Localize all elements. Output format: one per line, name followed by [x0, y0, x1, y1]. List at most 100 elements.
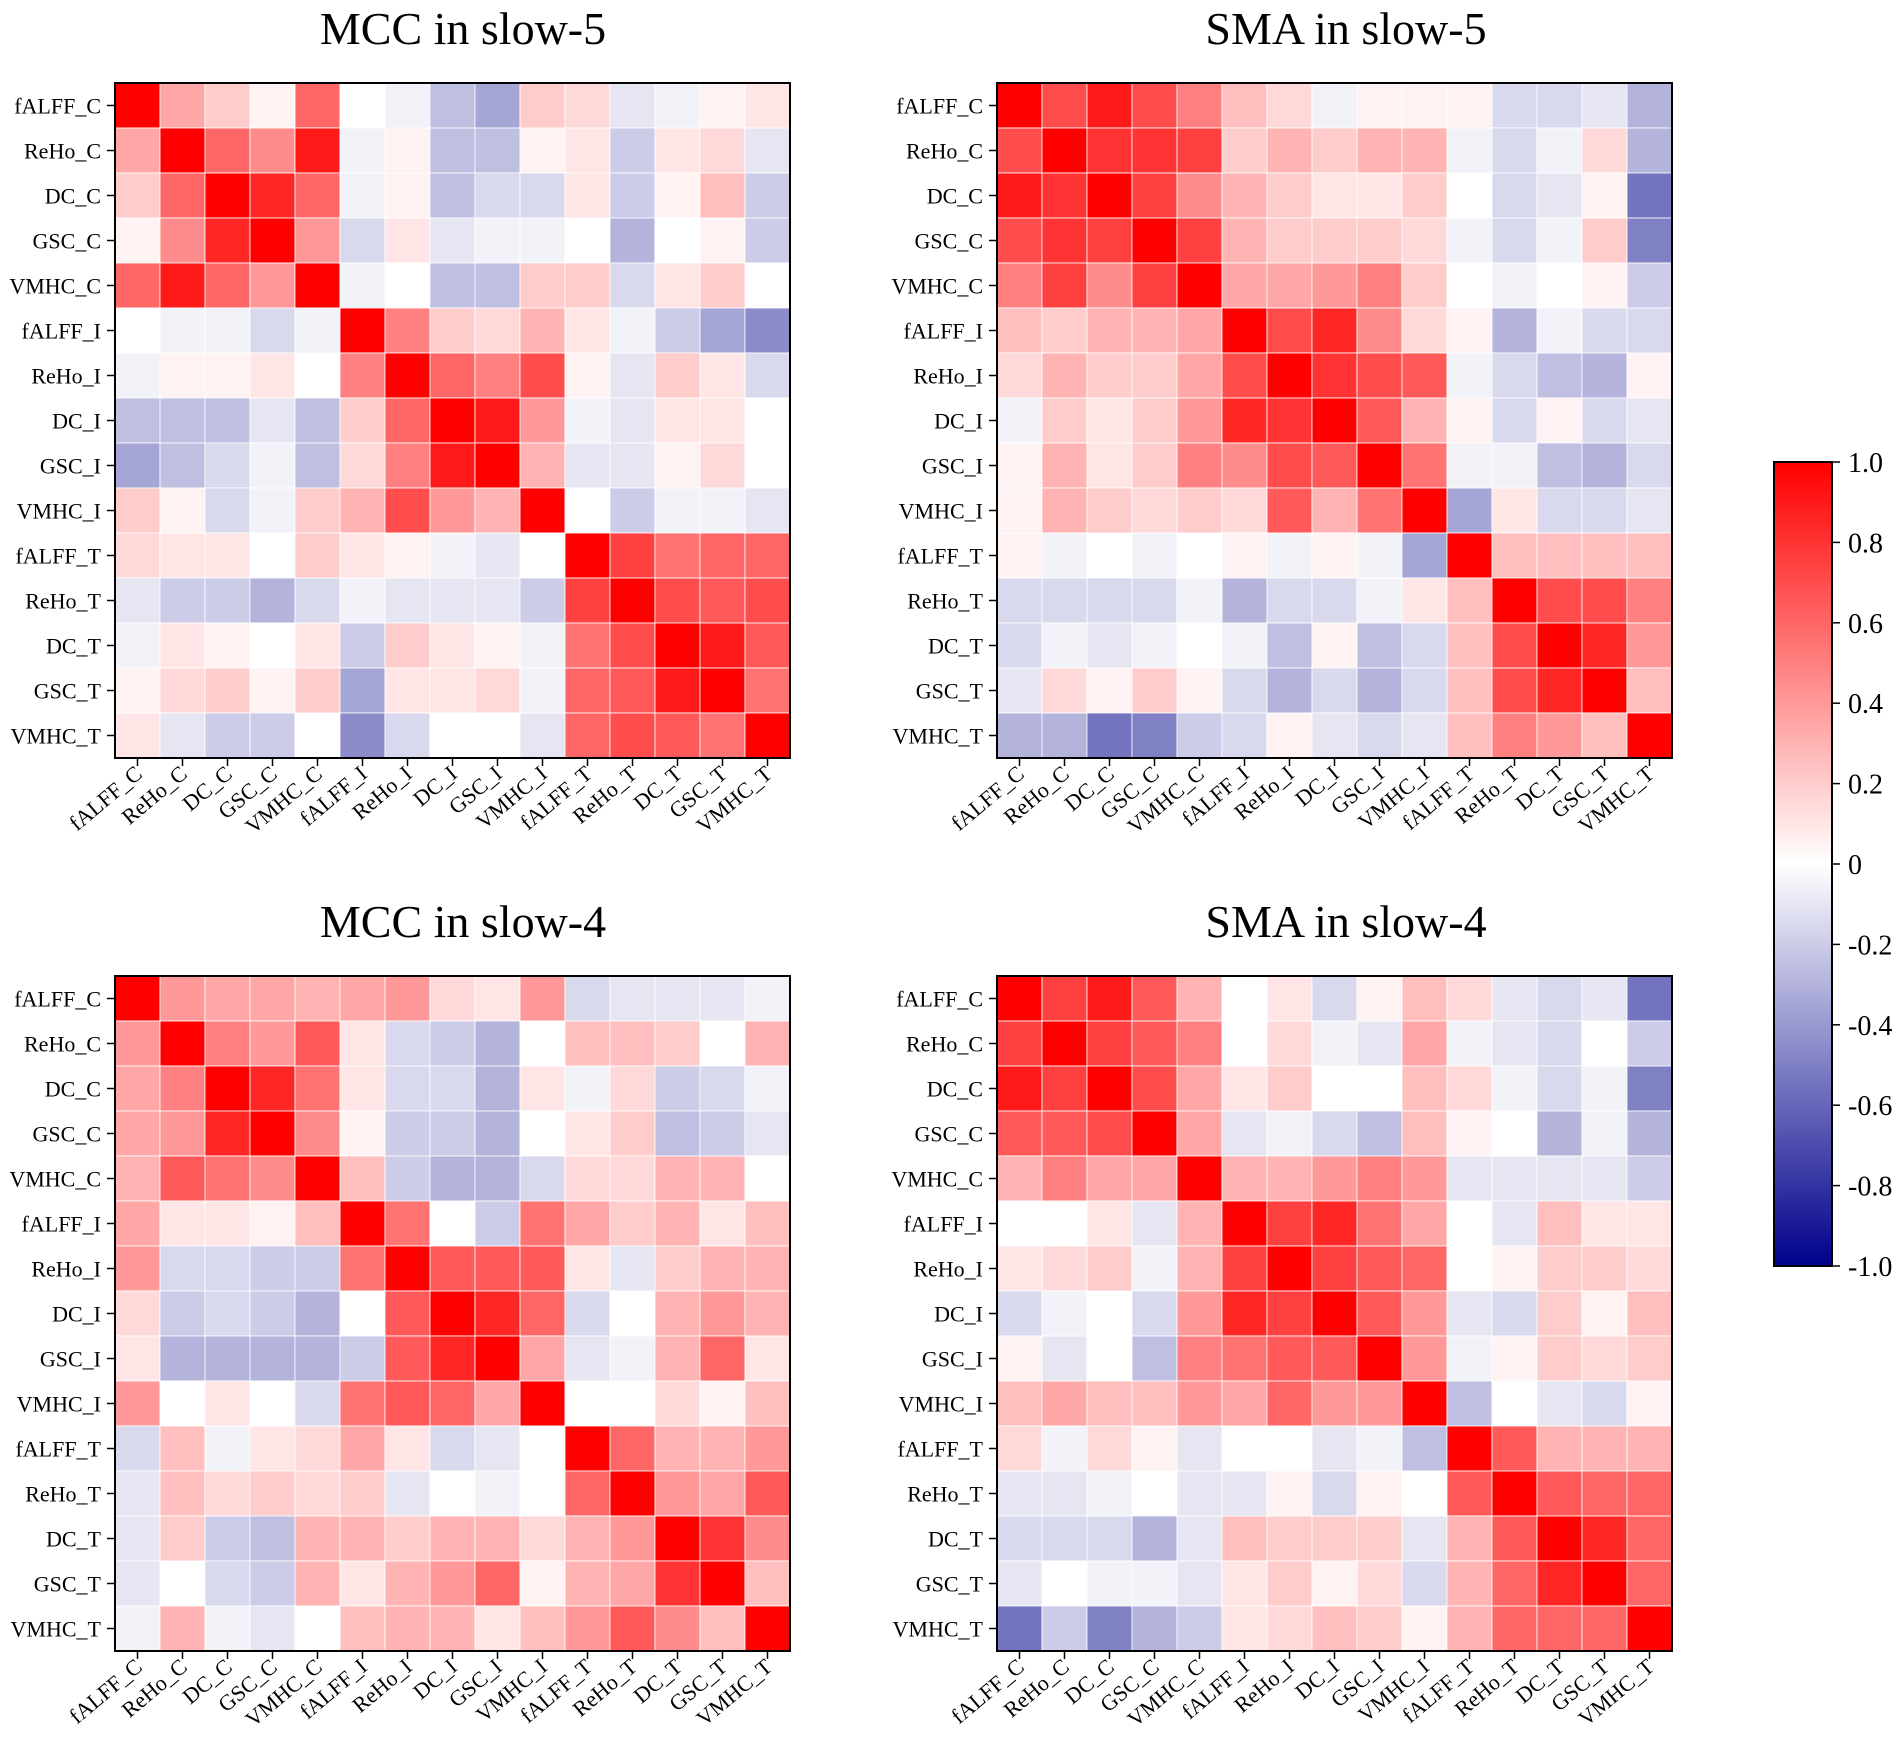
heatmap-cell [1401, 1605, 1448, 1652]
heatmap-cell [1131, 1290, 1178, 1337]
heatmap-cell [699, 1380, 746, 1427]
heatmap-cell [1086, 1200, 1133, 1247]
heatmap-cell [1041, 1200, 1088, 1247]
y-tick-label: DC_C [45, 1077, 101, 1102]
heatmap-cell [249, 172, 296, 219]
heatmap-cell [744, 622, 791, 669]
heatmap-cell [1311, 532, 1358, 579]
heatmap-cell [654, 1200, 701, 1247]
heatmap-cell [294, 1245, 341, 1292]
heatmap-cell [744, 1020, 791, 1067]
heatmap-cell [474, 82, 521, 129]
heatmap-cell [1311, 1065, 1358, 1112]
heatmap-cell [429, 1020, 476, 1067]
heatmap-cell [1041, 127, 1088, 174]
heatmap-cell [384, 1110, 431, 1157]
heatmap-cell [474, 1290, 521, 1337]
heatmap-cell [1131, 217, 1178, 264]
heatmap-cell [1266, 1200, 1313, 1247]
heatmap-cell [1581, 1200, 1628, 1247]
heatmap-cell [159, 1020, 206, 1067]
heatmap-cell [744, 1290, 791, 1337]
heatmap-cell [1401, 1380, 1448, 1427]
heatmap-cell [474, 1605, 521, 1652]
heatmap-cell [114, 1020, 161, 1067]
heatmap-cell [996, 1470, 1043, 1517]
heatmap-cell [1401, 1290, 1448, 1337]
heatmap-cell [1446, 1470, 1493, 1517]
heatmap-cell [294, 397, 341, 444]
heatmap-cell [1131, 1515, 1178, 1562]
y-tick-label: ReHo_I [31, 364, 101, 389]
y-tick-label: ReHo_C [906, 1032, 983, 1057]
heatmap-cell [1581, 1155, 1628, 1202]
heatmap-cell [1446, 1245, 1493, 1292]
heatmap-cell [519, 1065, 566, 1112]
colorbar-tick-label: 0.4 [1848, 689, 1883, 720]
heatmap-cell [996, 352, 1043, 399]
heatmap-cell [564, 667, 611, 714]
heatmap-cell [1491, 172, 1538, 219]
heatmap-cell [1446, 1020, 1493, 1067]
heatmap-cell [249, 1425, 296, 1472]
heatmap-cell [1041, 1155, 1088, 1202]
heatmap-cell [1536, 1290, 1583, 1337]
heatmap-cell [384, 1560, 431, 1607]
heatmap-cell [159, 1425, 206, 1472]
heatmap-cell [1491, 307, 1538, 354]
heatmap-cell [1176, 1560, 1223, 1607]
heatmap-cell [1176, 1335, 1223, 1382]
heatmap-cell [1401, 1335, 1448, 1382]
heatmap-cell [564, 1515, 611, 1562]
y-tick-label: fALFF_C [14, 987, 101, 1012]
heatmap-cell [1131, 1380, 1178, 1427]
heatmap-cell [1536, 487, 1583, 534]
heatmap-cell [114, 975, 161, 1022]
heatmap-cell [159, 1065, 206, 1112]
heatmap-cell [1356, 975, 1403, 1022]
heatmap-cell [114, 1470, 161, 1517]
heatmap-cell [1266, 442, 1313, 489]
heatmap-cell [1401, 352, 1448, 399]
heatmap-cell [294, 622, 341, 669]
heatmap-cell [1581, 532, 1628, 579]
heatmap-cell [159, 622, 206, 669]
heatmap-cell [1131, 487, 1178, 534]
heatmap-cell [744, 1065, 791, 1112]
heatmap-cell [519, 1155, 566, 1202]
heatmap-cell [654, 1110, 701, 1157]
heatmap-cell [1581, 352, 1628, 399]
heatmap-cell [1266, 1425, 1313, 1472]
heatmap-cell [1536, 1065, 1583, 1112]
heatmap-cell [654, 1380, 701, 1427]
heatmap-cell [249, 1245, 296, 1292]
heatmap-cell [384, 975, 431, 1022]
heatmap-cell [1446, 1155, 1493, 1202]
heatmap-cell [1221, 577, 1268, 624]
heatmap-cell [1446, 307, 1493, 354]
heatmap-cell [1131, 532, 1178, 579]
heatmap-cell [294, 532, 341, 579]
heatmap-cell [474, 1335, 521, 1382]
heatmap-cell [744, 1470, 791, 1517]
heatmap-cell [699, 127, 746, 174]
heatmap-cell [609, 262, 656, 309]
heatmap-cell [1221, 622, 1268, 669]
heatmap-cell [294, 1155, 341, 1202]
heatmap-cell [294, 442, 341, 489]
heatmap-cell [1041, 442, 1088, 489]
heatmap-cell [114, 622, 161, 669]
heatmap-cell [204, 1425, 251, 1472]
heatmap-cell [609, 442, 656, 489]
heatmap-cell [1266, 1110, 1313, 1157]
heatmap-cell [114, 1515, 161, 1562]
heatmap-cell [384, 442, 431, 489]
heatmap-cell [609, 1110, 656, 1157]
heatmap-cell [1176, 975, 1223, 1022]
heatmap-cell [744, 217, 791, 264]
heatmap-cell [1446, 577, 1493, 624]
heatmap-cell [744, 397, 791, 444]
heatmap-cell [744, 1560, 791, 1607]
heatmap-cell [294, 82, 341, 129]
heatmap-cell [1581, 622, 1628, 669]
